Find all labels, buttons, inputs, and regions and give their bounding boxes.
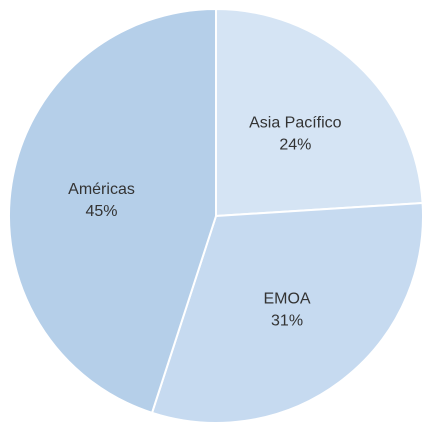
pie-slice-asia-pacifico bbox=[215, 7, 423, 218]
slice-label-emoa: EMOA bbox=[263, 291, 310, 308]
pie-slices bbox=[8, 7, 423, 423]
slice-value-americas: 45% bbox=[85, 203, 117, 220]
slice-value-emoa: 31% bbox=[271, 313, 303, 330]
slice-value-asia-pacifico: 24% bbox=[279, 137, 311, 154]
pie-slice-emoa bbox=[150, 201, 423, 423]
pie-labels: Asia Pacífico 24% EMOA 31% Américas 45% bbox=[68, 115, 342, 330]
slice-label-asia-pacifico: Asia Pacífico bbox=[249, 115, 342, 132]
pie-slice-americas bbox=[8, 7, 217, 415]
slice-label-americas: Américas bbox=[68, 181, 135, 198]
